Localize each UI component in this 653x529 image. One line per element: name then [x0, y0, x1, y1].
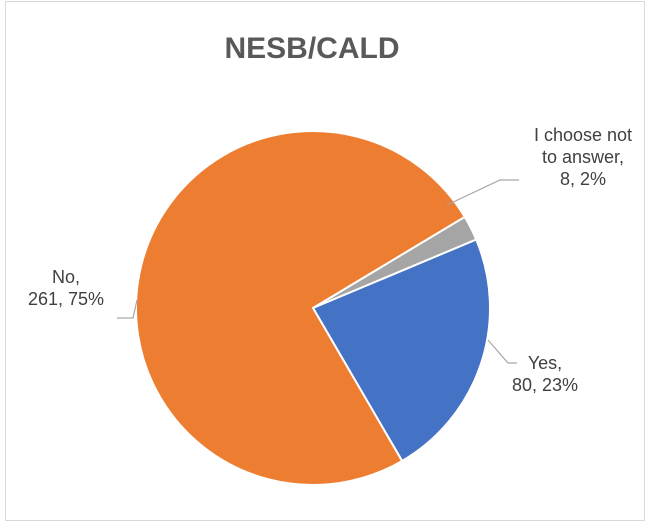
- data-label-line: I choose not: [534, 125, 632, 145]
- data-label-line: No,: [52, 267, 80, 287]
- chart-title: NESB/CALD: [224, 32, 399, 65]
- data-label-line: 261, 75%: [28, 289, 104, 309]
- data-label-line: Yes,: [528, 353, 562, 373]
- leader-line-no: [117, 299, 138, 319]
- data-label-line: to answer,: [542, 147, 624, 167]
- pie-slice-no: [135, 130, 467, 486]
- data-label-i-choose-not-to-answer: I choose not to answer, 8, 2%: [534, 125, 632, 189]
- data-labels: I choose not to answer, 8, 2% Yes, 80, 23% No…: [28, 125, 632, 395]
- pie-slice-yes: [311, 238, 491, 463]
- leader-lines: [117, 179, 519, 364]
- leader-line-yes: [487, 339, 517, 364]
- leader-line-i-choose-not-to-answer: [446, 179, 519, 206]
- data-label-line: 8, 2%: [560, 169, 606, 189]
- data-label-no: No, 261, 75%: [28, 267, 104, 309]
- data-label-yes: Yes, 80, 23%: [512, 353, 578, 395]
- pie-slices: [135, 130, 491, 486]
- data-label-line: 80, 23%: [512, 375, 578, 395]
